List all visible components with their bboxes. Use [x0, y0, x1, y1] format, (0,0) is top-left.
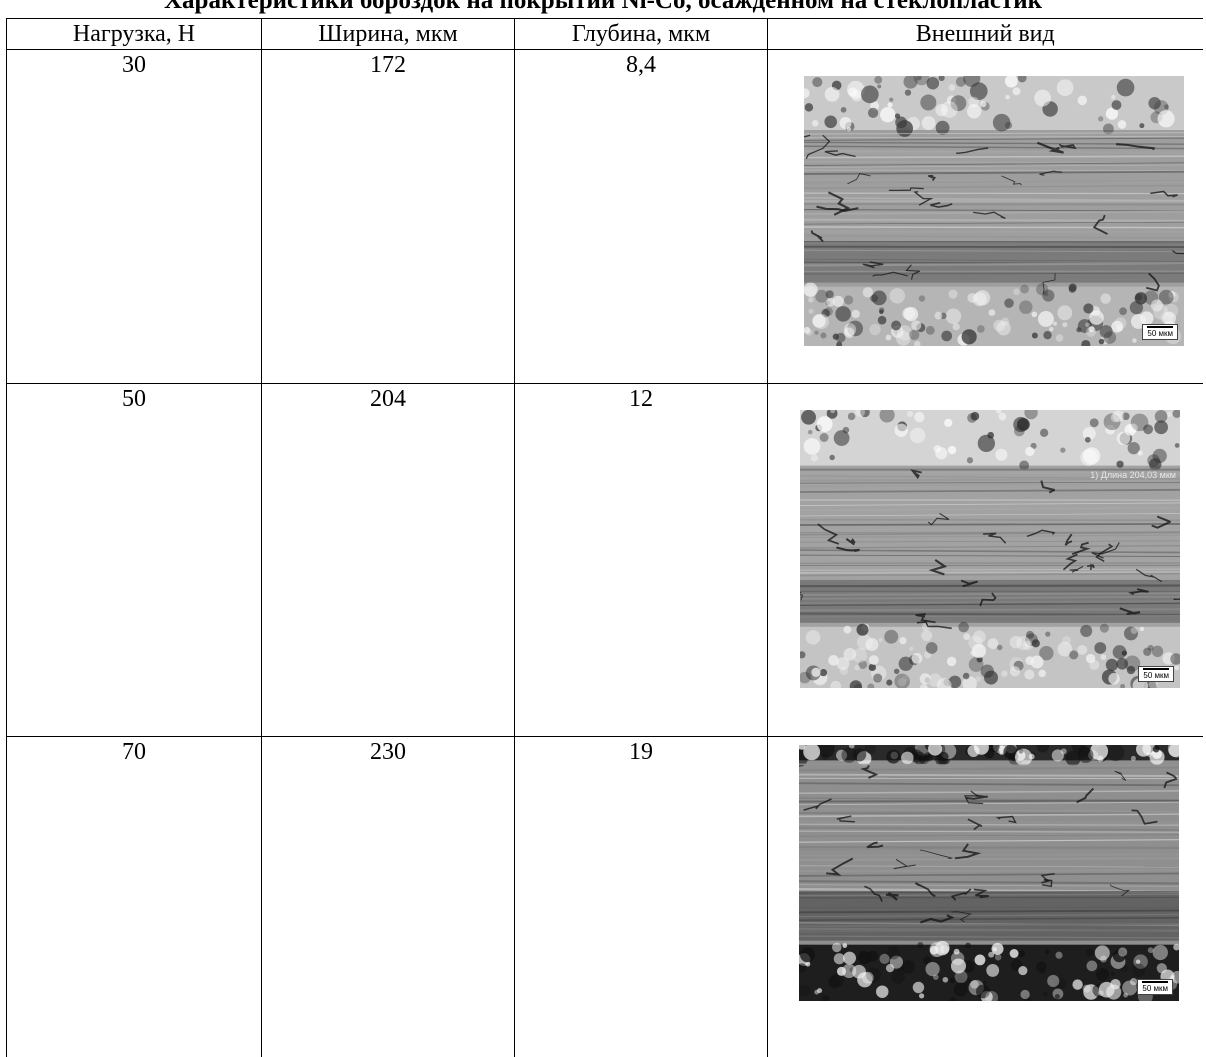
cell-width: 204 [261, 383, 515, 737]
micrograph-image: 50 мкм [804, 76, 1184, 346]
scale-bar: 50 мкм [1137, 979, 1173, 995]
grooves-table: Нагрузка, Н Ширина, мкм Глубина, мкм Вне… [6, 18, 1203, 1057]
cell-load: 50 [6, 383, 262, 737]
scale-label: 50 мкм [1142, 984, 1168, 993]
table-row: 70 230 19 50 мкм [6, 736, 1203, 1057]
cell-width: 230 [261, 736, 515, 1057]
micrograph-svg [800, 410, 1180, 688]
micrograph-svg [804, 76, 1184, 346]
header-width: Ширина, мкм [261, 18, 515, 50]
table-row: 30 172 8,4 50 мкм [6, 49, 1203, 384]
scale-label: 50 мкм [1143, 671, 1169, 680]
measurement-label: 1) Длина 204,03 мкм [1090, 470, 1176, 480]
cell-appearance: 50 мкм [767, 736, 1203, 1057]
cell-depth: 12 [514, 383, 768, 737]
cell-depth: 19 [514, 736, 768, 1057]
table-header-row: Нагрузка, Н Ширина, мкм Глубина, мкм Вне… [6, 18, 1203, 50]
micrograph-image: 1) Длина 204,03 мкм 50 мкм [800, 410, 1180, 688]
scale-bar: 50 мкм [1138, 666, 1174, 682]
micrograph-svg [799, 745, 1179, 1001]
cell-depth: 8,4 [514, 49, 768, 384]
cell-appearance: 50 мкм [767, 49, 1203, 384]
micrograph-image: 50 мкм [799, 745, 1179, 1001]
cell-appearance: 1) Длина 204,03 мкм 50 мкм [767, 383, 1203, 737]
scale-bar: 50 мкм [1142, 324, 1178, 340]
cell-load: 30 [6, 49, 262, 384]
header-depth: Глубина, мкм [514, 18, 768, 50]
header-appearance: Внешний вид [767, 18, 1203, 50]
cell-width: 172 [261, 49, 515, 384]
table-row: 50 204 12 1) Длина 204,03 мкм 50 мкм [6, 383, 1203, 737]
document-title: Характеристики бороздок на покрытии Ni-C… [163, 0, 1042, 14]
header-load: Нагрузка, Н [6, 18, 262, 50]
scale-label: 50 мкм [1147, 329, 1173, 338]
cell-load: 70 [6, 736, 262, 1057]
